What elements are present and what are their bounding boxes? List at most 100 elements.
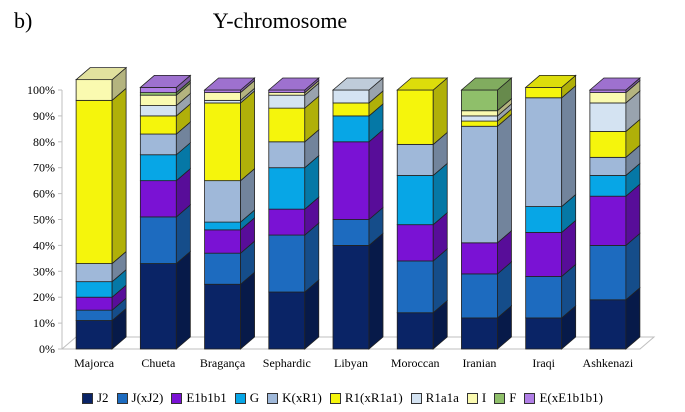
y-tick-label: 0%: [39, 342, 55, 356]
legend-swatch: [466, 392, 478, 404]
bar-segment: [268, 167, 306, 210]
bar-segment: [525, 232, 563, 277]
bar-segment: [75, 309, 113, 321]
bar-segment-side: [497, 113, 512, 244]
y-tick-label: 50%: [33, 213, 55, 227]
bar-segment-side: [561, 84, 577, 208]
legend: J2 J(xJ2) E1b1b1 G K(xR1) R1(xR1a1) R1a1a I F E(x…: [0, 390, 685, 406]
panel-label: b): [14, 8, 33, 33]
y-tick-label: 100%: [27, 83, 55, 97]
x-tick-label: Majorca: [74, 356, 115, 370]
bar-group: [524, 74, 577, 350]
bar-segment: [396, 89, 434, 145]
bar-top: [267, 77, 320, 91]
bar-segment: [139, 115, 177, 135]
bar-segment: [332, 141, 370, 220]
bar-top: [139, 75, 192, 88]
bar-segment: [332, 244, 370, 350]
bar-segment: [204, 221, 241, 231]
legend-label: R1a1a: [425, 390, 459, 405]
bar-segment: [139, 180, 177, 218]
y-tick-label: 20%: [33, 290, 55, 304]
chart-title: Y-chromosome: [212, 8, 348, 33]
legend-item: J(xJ2): [116, 390, 164, 406]
bar-segment: [461, 110, 498, 117]
bar-group: [588, 77, 641, 350]
bar-segment: [589, 92, 627, 104]
bar-segment-side: [240, 271, 255, 350]
bar-segment: [589, 102, 627, 132]
bar-segment: [525, 317, 563, 350]
bar-segment: [75, 263, 113, 283]
bar-segment-side: [368, 232, 384, 350]
legend-label: K(xR1): [282, 390, 322, 405]
bar-segment: [139, 105, 177, 117]
bar-segment-side: [175, 250, 191, 350]
bar-segment: [139, 216, 177, 264]
legend-swatch: [81, 392, 93, 404]
legend-swatch: [494, 392, 506, 404]
bar-top: [524, 75, 577, 88]
bar-segment: [396, 312, 434, 350]
bar-group: [331, 77, 385, 350]
legend-swatch: [234, 392, 246, 404]
bar-segment: [396, 260, 434, 314]
bar-group: [75, 66, 128, 350]
bar-segment: [75, 320, 113, 350]
bar-segment: [204, 252, 241, 285]
x-tick-label: Ashkenazi: [583, 356, 634, 370]
bar-top: [203, 77, 256, 91]
legend-swatch: [171, 392, 183, 404]
bar-segment: [396, 175, 434, 226]
bar-segment: [75, 79, 113, 101]
y-tick-label: 10%: [33, 316, 55, 330]
bar-segment: [268, 234, 306, 293]
bar-top: [331, 77, 385, 91]
bar-segment: [139, 263, 177, 350]
bar-segment: [589, 156, 627, 176]
bar-segment: [332, 102, 370, 117]
bar-segment: [589, 244, 627, 301]
bar-segment-side: [111, 87, 127, 265]
bar-group: [203, 77, 256, 350]
bar-group: [396, 77, 449, 350]
legend-item: F: [494, 390, 516, 406]
bar-group: [460, 77, 513, 350]
bar-segment: [75, 296, 113, 311]
x-tick-label: Sephardic: [263, 356, 311, 370]
legend-label: J2: [96, 390, 109, 405]
y-tick-label: 30%: [33, 264, 55, 278]
legend-swatch: [116, 392, 128, 404]
legend-item: R1a1a: [410, 390, 459, 406]
bar-segment: [461, 115, 498, 122]
bar-segment: [268, 291, 306, 350]
legend-swatch: [329, 392, 341, 404]
bar-segment: [268, 94, 306, 109]
legend-label: I: [481, 390, 487, 405]
legend-item: I: [466, 390, 487, 406]
bar-segment: [139, 133, 177, 156]
bar-top: [396, 77, 449, 91]
stacked-bar-chart: 0% 10% 20% 30% 40% 50% 60% 70% 80% 90% 100% Majorca…: [27, 66, 656, 370]
legend-label: R1(xR1a1): [344, 390, 403, 405]
bar-segment: [525, 97, 563, 207]
legend-item: R1(xR1a1): [329, 390, 403, 406]
bar-top: [75, 67, 128, 81]
bar-segment: [204, 283, 241, 350]
bar-top: [588, 77, 641, 91]
legend-swatch: [410, 392, 422, 404]
bar-segment: [332, 115, 370, 143]
bar-segment-side: [240, 90, 255, 182]
bar-segment: [589, 131, 627, 158]
y-tick-label: 60%: [33, 187, 55, 201]
bar-segment: [139, 87, 177, 93]
bar-segment: [461, 125, 498, 244]
legend-swatch: [524, 392, 536, 404]
y-tick-label: 80%: [33, 135, 55, 149]
y-tick-label: 40%: [33, 238, 55, 252]
legend-label: J(xJ2): [131, 390, 164, 405]
y-tick-label: 70%: [33, 161, 55, 175]
bar-segment: [396, 143, 434, 176]
x-tick-label: Libyan: [334, 356, 368, 370]
legend-item: J2: [81, 390, 109, 406]
